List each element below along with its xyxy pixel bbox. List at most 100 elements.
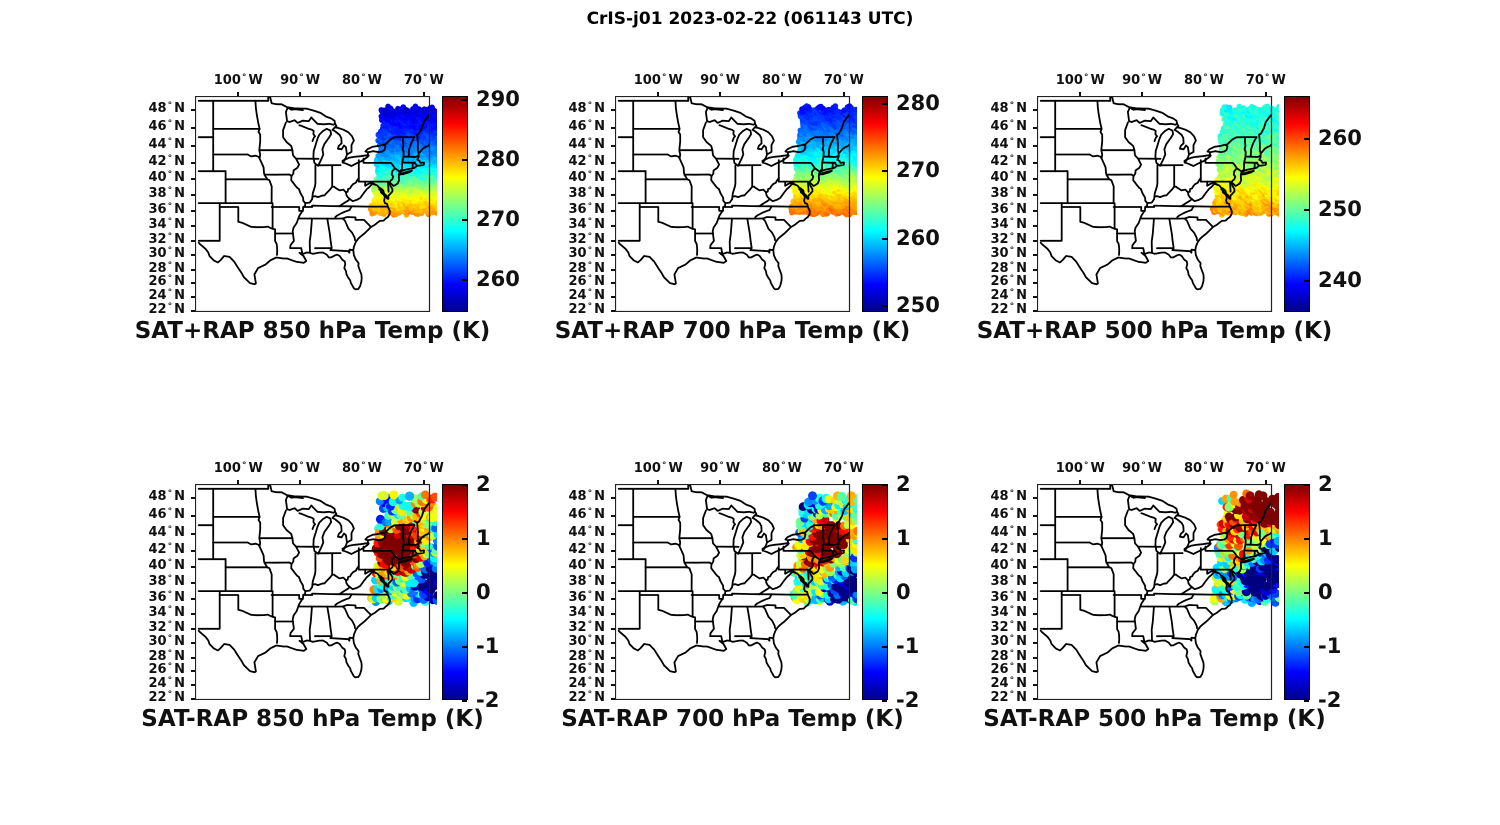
degree-symbol: °	[1009, 217, 1015, 228]
lat-tick-label: 48° N	[148, 489, 185, 505]
degree-symbol: °	[587, 170, 593, 181]
lat-tick-mark	[611, 178, 615, 181]
lat-tick-label: 38° N	[148, 574, 185, 590]
lat-tick-label: 40° N	[990, 558, 1027, 574]
colorbar-tick-mark	[462, 484, 467, 486]
lat-tick-mark	[611, 670, 615, 673]
lon-tick-mark	[237, 92, 240, 96]
colorbar-tick-label: 290	[476, 87, 520, 111]
degree-symbol: °	[167, 648, 173, 659]
lat-tick-mark	[191, 225, 195, 228]
lon-tick-mark	[1079, 480, 1082, 484]
degree-symbol: °	[1009, 170, 1015, 181]
degree-symbol: °	[587, 676, 593, 687]
colorbar-tick-mark	[462, 99, 467, 101]
degree-symbol: °	[167, 489, 173, 500]
lat-tick-mark	[1033, 144, 1037, 147]
map-panel-4	[615, 484, 857, 700]
degree-symbol: °	[241, 461, 247, 471]
lon-tick-label: 90° W	[280, 73, 321, 88]
degree-symbol: °	[587, 689, 593, 700]
lat-tick-mark	[1033, 566, 1037, 569]
lat-tick-label: 38° N	[990, 574, 1027, 590]
lon-tick-label: 70° W	[403, 461, 444, 476]
degree-symbol: °	[1141, 73, 1146, 83]
colorbar-tick-label: -1	[476, 634, 500, 658]
lon-tick-mark	[237, 480, 240, 484]
degree-symbol: °	[587, 217, 593, 228]
colorbar-tick-label: 280	[476, 147, 520, 171]
lat-tick-label: 46° N	[568, 507, 605, 523]
lat-tick-label: 36° N	[568, 201, 605, 217]
lat-tick-label: 32° N	[990, 619, 1027, 635]
colorbar	[862, 96, 888, 312]
degree-symbol: °	[167, 541, 173, 552]
degree-symbol: °	[167, 101, 173, 112]
lat-tick-mark	[191, 194, 195, 197]
degree-symbol: °	[167, 153, 173, 164]
degree-symbol: °	[1009, 119, 1015, 130]
degree-symbol: °	[1009, 634, 1015, 645]
lon-tick-label: 100° W	[633, 461, 683, 476]
degree-symbol: °	[1083, 461, 1089, 471]
degree-symbol: °	[241, 73, 247, 83]
map-panel-2	[1037, 96, 1279, 312]
state-borders	[617, 484, 850, 679]
lat-tick-label: 46° N	[990, 119, 1027, 135]
state-borders	[1039, 484, 1272, 679]
degree-symbol: °	[167, 186, 173, 197]
colorbar-tick-mark	[462, 219, 467, 221]
degree-symbol: °	[167, 288, 173, 299]
lat-tick-mark	[1033, 282, 1037, 285]
lat-tick-label: 38° N	[990, 186, 1027, 202]
lon-tick-label: 90° W	[700, 461, 741, 476]
lat-tick-label: 22° N	[568, 301, 605, 317]
colorbar-tick-label: 260	[896, 226, 940, 250]
colorbar-tick-mark	[1304, 538, 1309, 540]
lat-tick-mark	[191, 109, 195, 112]
degree-symbol: °	[167, 301, 173, 312]
lat-tick-label: 28° N	[568, 260, 605, 276]
colorbar-tick-label: 270	[896, 158, 940, 182]
degree-symbol: °	[1009, 186, 1015, 197]
lat-tick-label: 26° N	[148, 274, 185, 290]
colorbar-tick-label: -2	[1318, 688, 1342, 712]
degree-symbol: °	[167, 619, 173, 630]
degree-symbol: °	[1009, 619, 1015, 630]
lon-tick-mark	[299, 480, 302, 484]
colorbar	[1284, 484, 1310, 702]
degree-symbol: °	[719, 461, 724, 471]
degree-symbol: °	[661, 461, 667, 471]
lat-tick-mark	[611, 194, 615, 197]
degree-symbol: °	[299, 461, 304, 471]
degree-symbol: °	[1009, 507, 1015, 518]
lat-tick-mark	[611, 254, 615, 257]
degree-symbol: °	[167, 605, 173, 616]
colorbar	[442, 96, 468, 312]
degree-symbol: °	[781, 461, 786, 471]
degree-symbol: °	[167, 274, 173, 285]
colorbar-tick-mark	[462, 646, 467, 648]
degree-symbol: °	[167, 260, 173, 271]
state-borders	[197, 96, 430, 291]
lat-tick-mark	[191, 144, 195, 147]
colorbar-tick-label: 1	[1318, 526, 1333, 550]
lon-tick-label: 80° W	[1183, 73, 1224, 88]
lat-tick-mark	[191, 549, 195, 552]
lat-tick-mark	[611, 684, 615, 687]
colorbar-tick-mark	[1304, 592, 1309, 594]
lat-tick-label: 34° N	[990, 217, 1027, 233]
degree-symbol: °	[1009, 689, 1015, 700]
degree-symbol: °	[1009, 558, 1015, 569]
colorbar-tick-label: 1	[476, 526, 491, 550]
degree-symbol: °	[587, 301, 593, 312]
lat-tick-mark	[191, 254, 195, 257]
colorbar-tick-label: 0	[896, 580, 911, 604]
panel-caption: SAT-RAP 700 hPa Temp (K)	[561, 706, 904, 732]
colorbar-tick-mark	[882, 305, 887, 307]
degree-symbol: °	[167, 119, 173, 130]
lon-tick-label: 100° W	[213, 461, 263, 476]
lat-tick-label: 34° N	[990, 605, 1027, 621]
lat-tick-label: 42° N	[148, 541, 185, 557]
lat-tick-label: 34° N	[148, 605, 185, 621]
